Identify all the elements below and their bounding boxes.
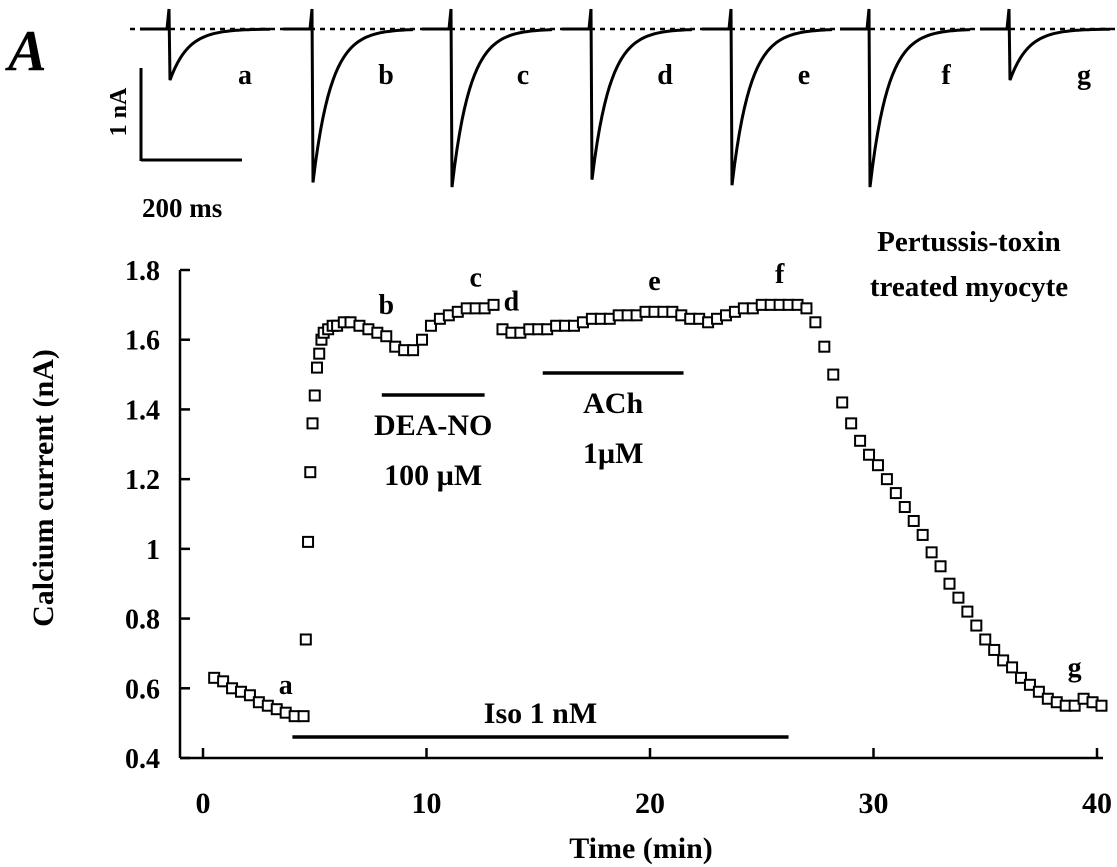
point-labels: a b cd e f g xyxy=(279,259,1082,701)
y-tick-label: 0.6 xyxy=(125,674,160,705)
data-point xyxy=(800,302,813,315)
x-ticks: 0 10 20 30 40 xyxy=(196,748,1112,820)
trace-a xyxy=(140,8,270,81)
bar-label: 1µM xyxy=(583,437,644,470)
trace-label-a: a xyxy=(238,60,252,91)
chart-axes xyxy=(178,270,1103,760)
y-tick-label: 0.4 xyxy=(125,744,160,775)
data-point xyxy=(416,333,429,346)
annotation-line-1: Pertussis-toxin xyxy=(877,226,1061,258)
data-point xyxy=(970,619,983,632)
data-point xyxy=(997,654,1010,667)
data-point xyxy=(407,344,420,357)
point-label-b: b xyxy=(378,290,394,321)
x-axis-label: Time (min) xyxy=(569,832,713,865)
point-label-d: d xyxy=(504,287,520,318)
data-point xyxy=(424,319,437,332)
data-point xyxy=(880,473,893,486)
trace-label-e: e xyxy=(798,60,810,91)
y-tick-label: 1.8 xyxy=(125,256,160,287)
trace-f xyxy=(840,8,971,188)
trace-label-g: g xyxy=(1077,60,1091,91)
trace-label-d: d xyxy=(657,60,673,91)
y-ticks: 0.4 0.6 0.8 1 1.2 1.4 1.6 1.8 xyxy=(125,256,190,775)
trace-c xyxy=(422,8,553,188)
data-point xyxy=(302,535,315,548)
bar-label: ACh xyxy=(583,387,643,420)
data-point xyxy=(845,417,858,430)
data-point xyxy=(1015,671,1028,684)
data-point xyxy=(889,487,902,500)
point-label-f: f xyxy=(775,259,785,290)
data-point xyxy=(1023,678,1036,691)
data-point xyxy=(243,689,256,702)
y-tick-label: 1.6 xyxy=(125,326,160,357)
data-point xyxy=(487,298,500,311)
data-point xyxy=(836,396,849,409)
data-point xyxy=(313,347,326,360)
panel-label: A xyxy=(5,18,47,83)
y-tick-label: 1 xyxy=(146,535,160,566)
x-tick-label: 40 xyxy=(1082,787,1112,820)
data-point xyxy=(308,389,321,402)
trace-label-c: c xyxy=(517,60,529,91)
data-point xyxy=(306,417,319,430)
data-point xyxy=(898,501,911,514)
trace-d xyxy=(562,8,693,180)
data-point xyxy=(916,528,929,541)
point-label-e: e xyxy=(648,266,660,297)
trace-b xyxy=(283,8,414,183)
data-point xyxy=(988,643,1001,656)
point-label-c: c xyxy=(469,262,481,293)
y-tick-label: 0.8 xyxy=(125,605,160,636)
scale-bar-current-label: 1 nA xyxy=(106,87,132,136)
data-point xyxy=(1032,685,1045,698)
data-point xyxy=(297,710,310,723)
current-traces: a b c d e f g xyxy=(140,8,1110,188)
y-tick-label: 1.4 xyxy=(125,395,160,426)
data-point xyxy=(299,633,312,646)
x-tick-label: 30 xyxy=(859,787,889,820)
data-point xyxy=(925,546,938,559)
trace-label-b: b xyxy=(378,60,394,91)
data-point xyxy=(818,340,831,353)
data-point xyxy=(1006,661,1019,674)
data-point xyxy=(217,675,230,688)
data-point xyxy=(952,591,965,604)
data-point xyxy=(943,577,956,590)
data-point xyxy=(310,361,323,374)
data-point xyxy=(380,330,393,343)
scale-bar: 1 nA 200 ms xyxy=(106,68,242,223)
trace-label-f: f xyxy=(941,60,951,91)
data-point xyxy=(854,434,867,447)
data-point xyxy=(809,316,822,329)
application-bars: DEA-NO 100 µM ACh 1µM Iso 1 nM xyxy=(292,371,789,739)
x-tick-label: 10 xyxy=(412,787,442,820)
point-label-g: g xyxy=(1068,653,1082,684)
y-axis-label: Calcium current (nA) xyxy=(27,349,60,627)
trace-g xyxy=(980,8,1110,81)
point-label-a: a xyxy=(279,670,293,701)
bar-label: Iso 1 nM xyxy=(484,697,597,730)
data-point xyxy=(934,560,947,573)
data-point xyxy=(304,466,317,479)
bar-label: 100 µM xyxy=(384,459,482,492)
trace-e xyxy=(702,8,833,186)
data-points xyxy=(208,298,1108,723)
bar-label: DEA-NO xyxy=(374,409,492,442)
data-point xyxy=(1068,699,1081,712)
data-point xyxy=(1095,699,1108,712)
data-point xyxy=(961,605,974,618)
x-tick-label: 20 xyxy=(635,787,665,820)
scale-bar-time-label: 200 ms xyxy=(142,193,222,223)
data-point xyxy=(907,514,920,527)
y-tick-label: 1.2 xyxy=(125,465,160,496)
x-tick-label: 0 xyxy=(196,787,211,820)
data-point xyxy=(979,633,992,646)
data-point xyxy=(871,459,884,472)
data-point xyxy=(863,448,876,461)
annotation-line-2: treated myocyte xyxy=(870,271,1068,303)
data-point xyxy=(827,368,840,381)
